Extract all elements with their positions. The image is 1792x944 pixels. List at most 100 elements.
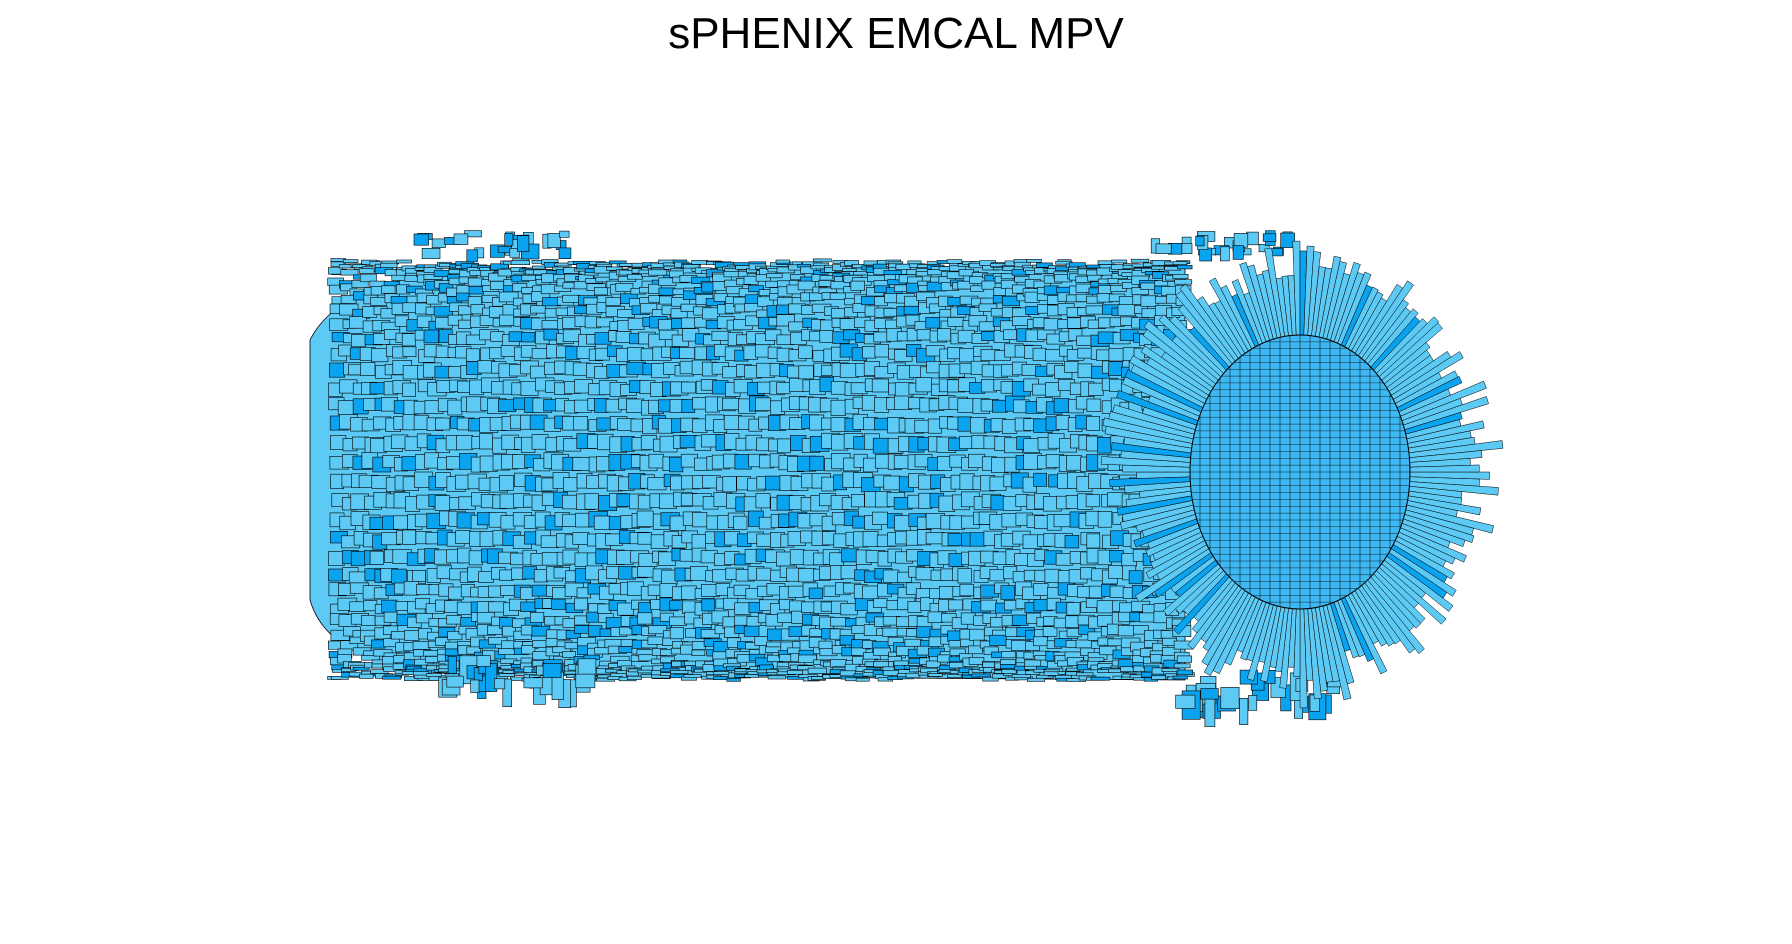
tower bbox=[1177, 264, 1193, 270]
tower bbox=[1085, 510, 1100, 527]
tower bbox=[776, 438, 791, 454]
tower bbox=[454, 474, 470, 490]
tower bbox=[947, 317, 965, 327]
tower bbox=[401, 333, 416, 347]
tower bbox=[391, 631, 406, 640]
tower bbox=[1036, 262, 1053, 268]
tower bbox=[1077, 363, 1093, 378]
tower bbox=[679, 435, 697, 449]
tower bbox=[574, 625, 591, 634]
tower bbox=[957, 280, 975, 290]
tower bbox=[787, 669, 803, 675]
tower bbox=[562, 294, 580, 303]
tower bbox=[929, 303, 947, 313]
tower bbox=[1055, 415, 1070, 430]
tower bbox=[382, 675, 402, 680]
tower bbox=[402, 302, 418, 313]
tower bbox=[575, 673, 596, 689]
tower bbox=[369, 550, 384, 565]
tower bbox=[1232, 245, 1244, 260]
tower bbox=[1280, 232, 1295, 248]
tower bbox=[734, 262, 750, 266]
tower bbox=[1075, 639, 1094, 649]
tower bbox=[615, 282, 634, 292]
tower bbox=[562, 329, 581, 342]
tower bbox=[789, 549, 805, 565]
tower bbox=[855, 677, 870, 682]
tower bbox=[981, 280, 996, 290]
tower bbox=[748, 285, 764, 293]
tower bbox=[949, 265, 967, 272]
tower bbox=[882, 569, 900, 583]
tower bbox=[798, 365, 814, 380]
tower bbox=[626, 675, 642, 680]
tower bbox=[1111, 259, 1128, 264]
tower bbox=[1085, 494, 1100, 508]
tower bbox=[983, 646, 999, 656]
tower bbox=[808, 587, 823, 600]
tower bbox=[658, 287, 676, 296]
tower bbox=[1172, 261, 1188, 266]
tower bbox=[1096, 349, 1111, 361]
tower bbox=[1001, 419, 1018, 434]
tower bbox=[446, 615, 462, 625]
tower bbox=[691, 260, 709, 265]
tower bbox=[627, 317, 645, 330]
tower bbox=[1033, 472, 1047, 487]
tower bbox=[1220, 246, 1230, 262]
tower bbox=[722, 476, 737, 493]
tower bbox=[691, 649, 706, 656]
tower bbox=[413, 414, 429, 431]
tower bbox=[1011, 614, 1029, 626]
tower bbox=[1151, 675, 1166, 680]
tower bbox=[1000, 585, 1016, 600]
tower bbox=[1080, 647, 1095, 656]
tower bbox=[658, 418, 674, 434]
tower bbox=[777, 612, 793, 623]
tower bbox=[510, 260, 531, 266]
tower bbox=[968, 656, 985, 665]
tower bbox=[489, 280, 504, 290]
tower bbox=[862, 530, 879, 547]
tower bbox=[551, 598, 566, 610]
tower bbox=[467, 277, 484, 287]
tower bbox=[1130, 258, 1150, 263]
tower bbox=[926, 361, 942, 374]
tower bbox=[1122, 281, 1139, 289]
tower bbox=[982, 676, 999, 682]
tower bbox=[882, 669, 900, 676]
tower bbox=[658, 319, 674, 331]
tower bbox=[797, 568, 816, 583]
tower bbox=[435, 417, 451, 431]
tower bbox=[637, 612, 653, 625]
tower bbox=[713, 292, 728, 302]
tower bbox=[498, 648, 517, 655]
tower bbox=[692, 397, 708, 410]
tower bbox=[1098, 284, 1112, 294]
tower bbox=[594, 287, 608, 296]
tower bbox=[559, 230, 570, 238]
barrel-towers bbox=[309, 230, 1504, 727]
tower bbox=[562, 477, 578, 492]
tower bbox=[840, 603, 858, 616]
tower bbox=[647, 625, 668, 635]
tower bbox=[947, 533, 963, 547]
tower bbox=[853, 271, 869, 276]
tower bbox=[810, 265, 826, 270]
tower bbox=[501, 640, 516, 650]
tower bbox=[453, 233, 469, 245]
tower bbox=[360, 362, 376, 376]
tower bbox=[593, 515, 611, 530]
tower bbox=[904, 638, 923, 647]
tower bbox=[960, 612, 976, 625]
tower bbox=[1172, 675, 1188, 680]
tower bbox=[1032, 347, 1047, 361]
tower bbox=[957, 568, 972, 584]
tower bbox=[1195, 235, 1205, 247]
tower bbox=[861, 394, 877, 411]
tower bbox=[565, 630, 581, 639]
tower bbox=[402, 346, 417, 357]
tower bbox=[605, 297, 621, 306]
tower bbox=[516, 235, 530, 252]
